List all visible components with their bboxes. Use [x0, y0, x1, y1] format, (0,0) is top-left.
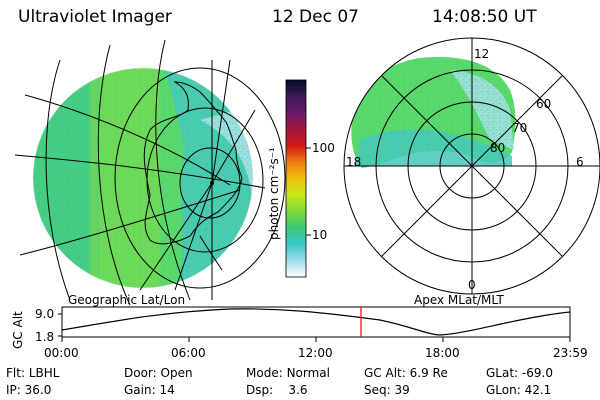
- mlt-label-6: 6: [576, 155, 584, 169]
- colorbar: 100 10 photon cm⁻²s⁻¹: [267, 79, 335, 278]
- instrument-title: Ultraviolet Imager: [18, 7, 172, 27]
- footer-gcalt: GC Alt: 6.9 Re: [364, 366, 448, 380]
- door-value: Open: [160, 366, 193, 380]
- xtick-0000: 00:00: [44, 346, 79, 360]
- mlat-label-70: 70: [512, 121, 527, 135]
- xtick-1800: 18:00: [425, 346, 460, 360]
- xtick-2359: 23:59: [553, 346, 588, 360]
- gcalt-value: 6.9 Re: [409, 366, 448, 380]
- flt-label: Flt:: [6, 366, 25, 380]
- time-label: 14:08:50 UT: [432, 7, 537, 27]
- seq-label: Seq:: [364, 383, 391, 397]
- footer-mode: Mode: Normal: [246, 366, 330, 380]
- mlt-label-12: 12: [474, 47, 489, 61]
- dsp-value: 3.6: [288, 383, 308, 397]
- altitude-ytick-bottom: 1.8: [35, 330, 54, 344]
- ip-value: 36.0: [24, 383, 52, 397]
- footer-gain: Gain: 14: [124, 383, 175, 397]
- xtick-0600: 06:00: [171, 346, 206, 360]
- glat-value: -69.0: [521, 366, 553, 380]
- polar-plot: 12 18 6 0 60 70 80: [343, 37, 600, 295]
- ip-label: IP:: [6, 383, 21, 397]
- date-label: 12 Dec 07: [272, 7, 359, 27]
- colorbar-tick-100: 100: [312, 141, 335, 155]
- mlat-label-60: 60: [536, 97, 551, 111]
- geographic-map: [14, 39, 286, 306]
- subsatellite-point: [210, 181, 214, 185]
- glon-value: 42.1: [524, 383, 552, 397]
- footer-seq: Seq: 39: [364, 383, 410, 397]
- footer-glon: GLon: 42.1: [486, 383, 551, 397]
- footer-glat: GLat: -69.0: [486, 366, 553, 380]
- gcalt-label: GC Alt:: [364, 366, 406, 380]
- mode-value: Normal: [286, 366, 330, 380]
- gain-value: 14: [159, 383, 175, 397]
- mlt-label-0: 0: [468, 278, 476, 292]
- altitude-xticks: [61, 337, 571, 342]
- altitude-frame: [61, 306, 571, 338]
- colorbar-scale: [285, 79, 307, 278]
- colorbar-tick-10: 10: [312, 228, 327, 242]
- geo-map-label: Geographic Lat/Lon: [68, 293, 185, 307]
- mlat-label-80: 80: [490, 141, 505, 155]
- coastline: [143, 81, 243, 245]
- gain-label: Gain:: [124, 383, 156, 397]
- footer-ip: IP: 36.0: [6, 383, 51, 397]
- altitude-panel: GC Alt 9.0 1.8 00:00 06:00 12:00 18:00 2…: [11, 306, 588, 360]
- footer-flt: Flt: LBHL: [6, 366, 59, 380]
- altitude-ytick-top: 9.0: [35, 307, 54, 321]
- xtick-1200: 12:00: [298, 346, 333, 360]
- colorbar-unit-label: photon cm⁻²s⁻¹: [267, 147, 281, 240]
- glat-label: GLat:: [486, 366, 519, 380]
- door-label: Door:: [124, 366, 157, 380]
- flt-value: LBHL: [28, 366, 60, 380]
- altitude-ylabel: GC Alt: [11, 311, 25, 349]
- mode-label: Mode:: [246, 366, 283, 380]
- apex-map-label: Apex MLat/MLT: [414, 293, 504, 307]
- seq-value: 39: [394, 383, 410, 397]
- dsp-label: Dsp:: [246, 383, 274, 397]
- glon-label: GLon:: [486, 383, 521, 397]
- mlt-label-18: 18: [346, 155, 361, 169]
- footer-door: Door: Open: [124, 366, 193, 380]
- altitude-curve: [61, 308, 571, 336]
- footer-dsp: Dsp: 3.6: [246, 383, 308, 397]
